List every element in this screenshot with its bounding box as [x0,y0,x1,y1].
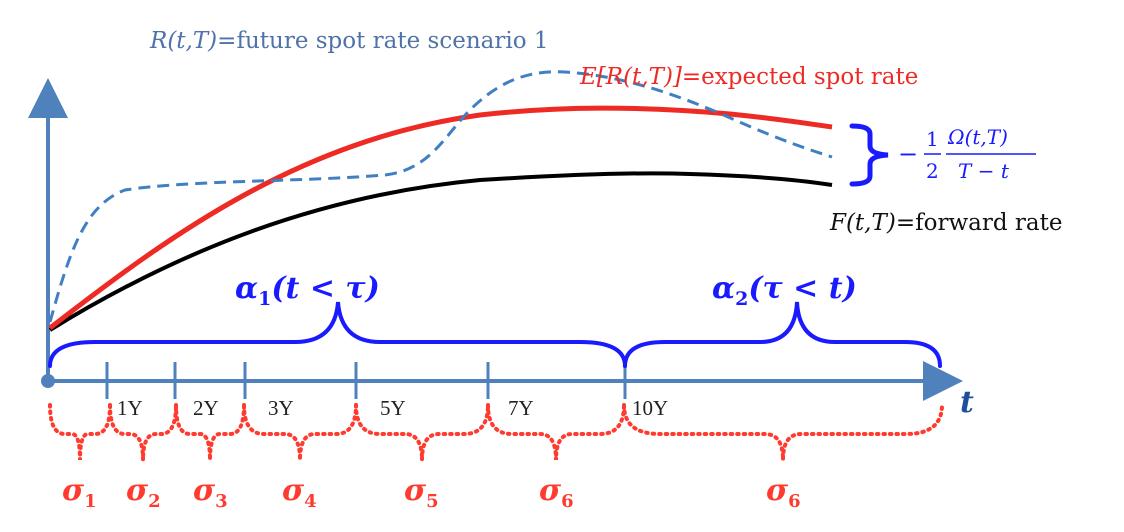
sigma-label-6: σ6 [539,473,574,512]
sigma-1-sub: 1 [84,491,97,512]
sigma-brace-6 [486,403,626,461]
alpha-2-cond: (τ < t) [748,271,856,306]
sigma-label-3: σ3 [193,473,228,512]
sigma-6-base: σ [539,473,562,508]
sigma-1-base: σ [62,473,85,508]
tick-label-3y: 3Y [268,396,294,420]
forward-rate-text: =forward rate [896,210,1063,236]
tick-label-5y: 5Y [380,396,406,420]
alpha-1-sub: 1 [258,288,271,310]
sigma-3-base: σ [193,473,216,508]
tick-label-2y: 2Y [193,396,219,420]
alpha-2-label: α2(τ < t) [712,271,857,310]
alpha-1-label: α1(t < τ) [235,271,380,310]
convexity-denominator: T − t [958,159,1010,183]
sigma-brace-4 [242,403,358,461]
sigma-5-base: σ [404,473,427,508]
sigma-7-base: σ [766,473,789,508]
sigma-2-base: σ [126,473,149,508]
alpha-2-sub: 2 [735,288,748,310]
sigma-2-sub: 2 [148,491,161,512]
sigma-label-7: σ6 [766,473,801,512]
expected-spot-rate-var: E[R(t,T)] [579,64,682,90]
expected-spot-rate-text: =expected spot rate [682,64,918,90]
future-spot-rate-text: =future spot rate scenario 1 [217,28,548,54]
t-axis-label: t [960,385,974,420]
forward-rate-var: F(t,T) [829,210,896,236]
sigma-label-1: σ1 [62,473,97,512]
future-spot-rate-var: R(t,T) [149,28,217,54]
convexity-brace [849,123,889,187]
sigma-brace-2 [108,403,178,461]
sigma-4-base: σ [282,473,305,508]
sigma-label-5: σ5 [404,473,439,512]
tick-label-7y: 7Y [508,396,534,420]
alpha-2-brace [623,301,942,368]
alpha-1-cond: (t < τ) [271,271,379,306]
sigma-4-sub: 4 [304,491,317,512]
expected-spot-rate-curve [48,105,833,330]
sigma-6-sub: 6 [561,491,574,512]
convexity-minus: − [898,140,918,168]
sigma-brace-3 [174,403,246,461]
alpha-1-base: α [235,271,258,306]
sigma-brace-7 [622,403,944,461]
tick-marks [105,362,627,399]
convexity-coef-num: 1 [926,127,939,151]
expected-spot-rate-label: E[R(t,T)]=expected spot rate [579,64,918,90]
forward-rate-label: F(t,T)=forward rate [829,210,1062,236]
future-spot-rate-label: R(t,T)=future spot rate scenario 1 [149,28,549,54]
sigma-brace-5 [354,403,490,461]
tick-label-1y: 1Y [117,396,143,420]
convexity-term: − 1 2 Ω(t,T) T − t [898,125,1036,183]
sigma-braces [48,403,944,461]
future-spot-rate-curve [48,70,833,323]
sigma-label-2: σ2 [126,473,161,512]
forward-rate-curve [48,171,833,332]
convexity-coef-den: 2 [926,159,939,183]
sigma-7-sub: 6 [788,491,801,512]
sigma-5-sub: 5 [426,491,439,512]
sigma-label-4: σ4 [282,473,317,512]
alpha-1-brace [48,301,627,368]
sigma-brace-1 [48,403,112,461]
tick-label-10y: 10Y [632,396,668,420]
convexity-numerator: Ω(t,T) [947,125,1008,149]
origin-dot [41,374,55,388]
alpha-2-base: α [712,271,735,306]
sigma-3-sub: 3 [215,491,228,512]
